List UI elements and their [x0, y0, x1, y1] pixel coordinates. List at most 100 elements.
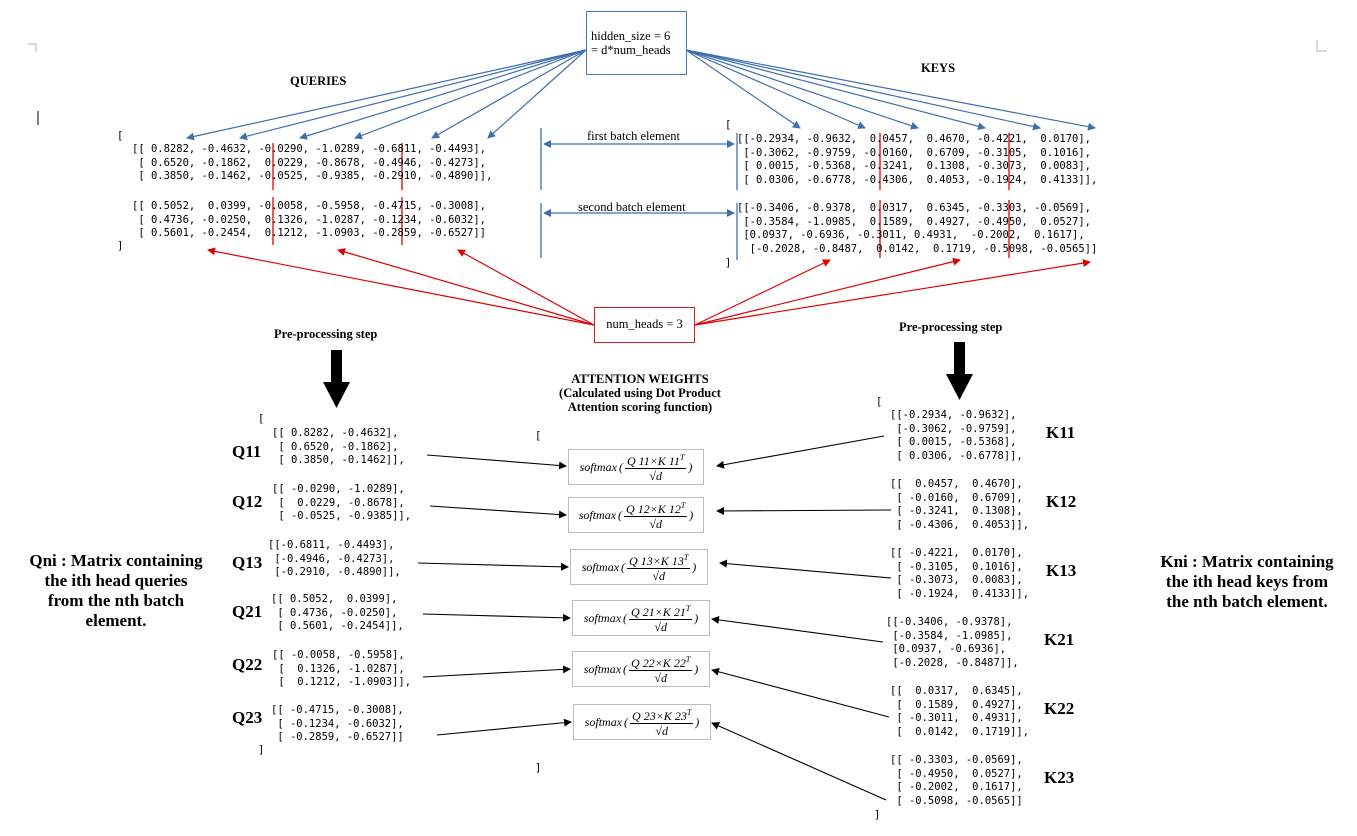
softmax-label: softmax — [581, 559, 620, 574]
q-head-label: Q11 — [232, 442, 262, 461]
queries-open-bracket: [ — [117, 130, 124, 142]
num-heads-box: num_heads = 3 — [594, 307, 695, 343]
matrix-row: [ 0.0306, -0.6778]], — [890, 449, 1023, 462]
matrix-row: [ -0.2002, 0.1617], — [890, 781, 1023, 794]
k-head-label: K12 — [1046, 492, 1077, 511]
queries-matrix-batch2: [[ 0.5052, 0.0399, -0.0058, -0.5958, -0.… — [132, 200, 486, 241]
matrix-row: [ 0.3850, -0.1462, -0.0525, -0.9385, -0.… — [132, 170, 493, 183]
q-head-label: Q22 — [232, 655, 263, 674]
transpose-mark: T — [679, 453, 685, 462]
k-heads-open-bracket: [ — [876, 396, 883, 408]
paren-close: ) — [695, 714, 700, 729]
fraction-denominator: √d — [649, 517, 662, 531]
matrix-row: [[-0.2934, -0.9632], — [890, 409, 1017, 421]
matrix-row: [ 0.0229, -0.8678], — [272, 496, 405, 509]
matrix-row: [0.0937, -0.6936, -0.3011, 0.4931, -0.20… — [737, 229, 1085, 242]
matrix-row: [ 0.6520, -0.1862], — [272, 440, 399, 453]
transpose-mark: T — [685, 604, 691, 613]
softmax-label: softmax — [579, 459, 617, 474]
k-head-matrix: [[ 0.0457, 0.4670], [ -0.0160, 0.6709], … — [890, 478, 1029, 532]
k-head-label: K11 — [1046, 423, 1076, 442]
batch-brackets — [540, 128, 738, 260]
fraction-numerator: Q 12×K 12T — [624, 499, 688, 517]
attention-weight-formula: softmax( Q 22×K 22T √d) — [572, 651, 710, 687]
preprocessing-label-right: Pre-processing step — [899, 320, 1003, 334]
fraction: Q 22×K 22T √d — [629, 653, 693, 685]
matrix-row: [[-0.3406, -0.9378], — [886, 616, 1013, 628]
paren-open: ( — [621, 559, 626, 574]
fraction-numerator: Q 21×K 21T — [629, 602, 693, 620]
description-line: element. — [85, 611, 147, 630]
paren-close: ) — [688, 459, 693, 474]
fraction-numerator: Q 22×K 22T — [629, 653, 693, 671]
fraction: Q 23×K 23T √d — [630, 706, 694, 738]
attention-weight-formula: softmax( Q 23×K 23T √d) — [573, 704, 711, 740]
matrix-row: [[ -0.4715, -0.3008], — [271, 704, 404, 716]
matrix-row: [[ -0.0290, -1.0289], — [272, 483, 405, 495]
matrix-row: [ -0.3011, 0.4931], — [890, 712, 1023, 725]
paren-close: ) — [689, 507, 694, 522]
numerator-text: Q 21×K 21 — [631, 605, 686, 619]
matrix-row: [ 0.1326, -1.0287], — [272, 662, 405, 675]
matrix-row: [0.0937, -0.6936], — [886, 643, 1007, 656]
attention-weights-title: ATTENTION WEIGHTS (Calculated using Dot … — [540, 372, 740, 414]
keys-matrix-batch1: [[-0.2934, -0.9632, 0.0457, 0.4670, -0.4… — [737, 133, 1097, 187]
k-head-label: K23 — [1044, 768, 1075, 787]
matrix-row: [ -0.2859, -0.6527]] — [271, 731, 404, 744]
matrix-row: [-0.3584, -1.0985], — [886, 629, 1013, 642]
hidden-size-arrows-right — [685, 49, 1096, 131]
matrix-row: [[ -0.4221, 0.0170], — [890, 547, 1023, 559]
matrix-row: [ -0.3073, 0.0083], — [890, 574, 1023, 587]
description-line: the ith head keys from — [1165, 572, 1329, 591]
numerator-text: Q 12×K 12 — [626, 502, 681, 516]
queries-close-bracket: ] — [117, 240, 124, 252]
k-head-matrix: [[-0.3406, -0.9378], [-0.3584, -1.0985],… — [886, 616, 1019, 670]
k-head-label: K21 — [1044, 630, 1075, 649]
query-head-separators — [272, 143, 403, 245]
matrix-row: [[-0.6811, -0.4493], — [268, 539, 395, 551]
transpose-mark: T — [680, 501, 686, 510]
matrix-row: [-0.2910, -0.4890]], — [268, 566, 401, 579]
matrix-row: [-0.3062, -0.9759, -0.0160, 0.6709, -0.3… — [737, 146, 1092, 159]
matrix-row: [ 0.5601, -0.2454, 0.1212, -1.0903, -0.2… — [132, 227, 487, 240]
transpose-mark: T — [686, 708, 692, 717]
softmax-label: softmax — [583, 661, 622, 676]
kni-description: Kni : Matrix containing the ith head key… — [1148, 552, 1346, 612]
hidden-size-line1: hidden_size = 6 — [591, 29, 671, 43]
matrix-row: [ -0.4306, 0.4053]], — [890, 518, 1030, 531]
attention-weight-formula: softmax( Q 13×K 13T √d) — [570, 549, 708, 585]
matrix-row: [[ 0.8282, -0.4632, -0.0290, -1.0289, -0… — [132, 143, 487, 155]
matrix-row: [[ -0.3303, -0.0569], — [890, 754, 1023, 766]
numerator-text: Q 11×K 11 — [626, 454, 680, 468]
fraction-denominator: √d — [652, 569, 665, 583]
matrix-row: [[ 0.5052, 0.0399, -0.0058, -0.5958, -0.… — [132, 200, 487, 212]
fraction-numerator: Q 23×K 23T — [630, 706, 694, 724]
attention-weight-formula: softmax( Q 12×K 12T √d) — [568, 497, 704, 533]
matrix-row: [ 0.0306, -0.6778, -0.4306, 0.4053, -0.1… — [737, 173, 1098, 186]
num-heads-arrows — [207, 247, 1091, 326]
q-head-matrix: [[ 0.5052, 0.0399], [ 0.4736, -0.0250], … — [271, 593, 404, 634]
matrix-row: [[ 0.0317, 0.6345], — [890, 685, 1023, 697]
paren-open: ( — [624, 714, 629, 729]
query-to-weight-arrows — [417, 454, 572, 736]
matrix-row: [ 0.4736, -0.0250, 0.1326, -1.0287, -0.1… — [132, 213, 487, 226]
matrix-row: [ -0.0525, -0.9385]], — [272, 510, 412, 523]
matrix-row: [ -0.4950, 0.0527], — [890, 767, 1023, 780]
qni-description: Qni : Matrix containing the ith head que… — [20, 551, 212, 631]
k-head-matrix: [[ 0.0317, 0.6345], [ 0.1589, 0.4927], [… — [890, 685, 1029, 739]
keys-matrix-batch2: [[-0.3406, -0.9378, 0.0317, 0.6345, -0.3… — [737, 202, 1097, 256]
matrix-row: [[ 0.8282, -0.4632], — [272, 427, 399, 439]
k-heads-close-bracket: ] — [874, 809, 881, 821]
softmax-label: softmax — [583, 610, 622, 625]
queries-matrix-batch1: [[ 0.8282, -0.4632, -0.0290, -1.0289, -0… — [132, 143, 492, 184]
matrix-row: [ -0.3105, 0.1016], — [890, 560, 1023, 573]
page-corner-marks — [28, 40, 1327, 125]
matrix-row: [ 0.0142, 0.1719]], — [890, 725, 1030, 738]
q-head-label: Q13 — [232, 553, 263, 572]
matrix-row: [[ 0.5052, 0.0399], — [271, 593, 398, 605]
k-head-matrix: [[ -0.3303, -0.0569], [ -0.4950, 0.0527]… — [890, 754, 1023, 808]
description-line: from the nth batch — [47, 591, 185, 610]
matrix-row: [-0.2028, -0.8487, 0.0142, 0.1719, -0.50… — [737, 242, 1098, 255]
numerator-text: Q 22×K 22 — [631, 656, 686, 670]
first-batch-label: first batch element — [587, 129, 681, 143]
